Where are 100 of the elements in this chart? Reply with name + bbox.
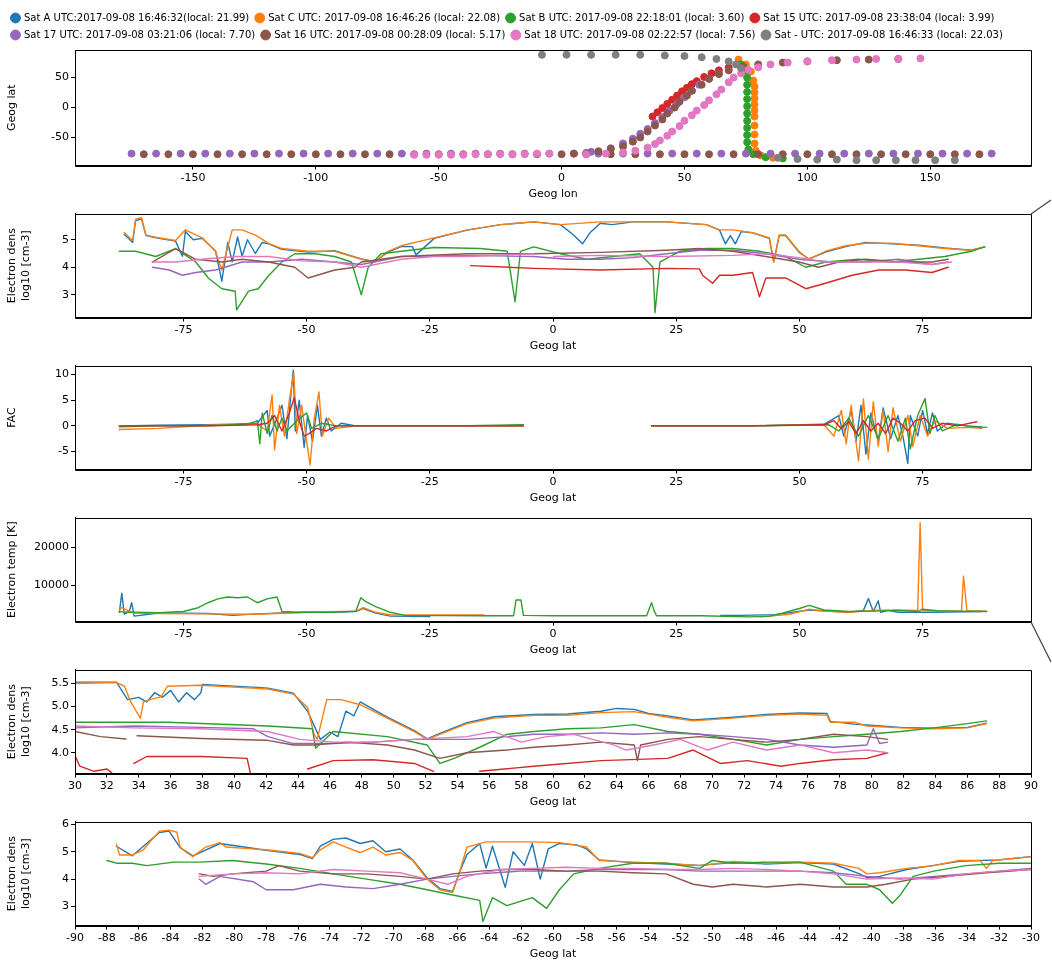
x-tick-label: 60 bbox=[546, 779, 560, 793]
legend-label: Sat A UTC:2017-09-08 16:46:32(local: 21.99) bbox=[24, 11, 250, 23]
legend-label: Sat B UTC: 2017-09-08 22:18:01 (local: 3.60) bbox=[519, 11, 745, 23]
x-tick-label: -80 bbox=[225, 931, 244, 945]
y-tick-label: 5 bbox=[62, 844, 69, 858]
x-tick-label: -30 bbox=[1022, 931, 1040, 945]
x-tick-label: -82 bbox=[193, 931, 212, 945]
x-tick-label: 32 bbox=[99, 779, 114, 793]
x-tick-label: 50 bbox=[792, 627, 807, 641]
x-tick-label: 0 bbox=[558, 171, 566, 185]
x-axis-title: Geog lon bbox=[528, 187, 578, 201]
legend-label: Sat 17 UTC: 2017-09-08 03:21:06 (local: 7.70) bbox=[24, 28, 256, 40]
x-tick-label: -40 bbox=[862, 931, 881, 945]
x-tick-label: 76 bbox=[800, 779, 815, 793]
y-tick-label: 10000 bbox=[34, 578, 69, 592]
legend-label: Sat 15 UTC: 2017-09-08 23:38:04 (local: 3.99) bbox=[763, 11, 995, 23]
x-tick-label: 80 bbox=[864, 779, 879, 793]
x-tick-label: 40 bbox=[227, 779, 242, 793]
x-tick-label: -75 bbox=[174, 475, 193, 489]
x-tick-label: -84 bbox=[161, 931, 180, 945]
x-tick-label: 0 bbox=[549, 323, 557, 337]
x-tick-label: 100 bbox=[796, 171, 818, 185]
y-tick-label: 5 bbox=[62, 232, 69, 246]
y-axis-title: Electron temp [K] bbox=[5, 521, 19, 618]
y-axis-title: Electron dens log10 [cm-3] bbox=[5, 227, 32, 304]
x-tick-label: -60 bbox=[544, 931, 562, 945]
x-tick-label: -44 bbox=[798, 931, 817, 945]
x-tick-label: -50 bbox=[297, 627, 316, 641]
x-tick-label: -36 bbox=[926, 931, 945, 945]
x-tick-label: 78 bbox=[832, 779, 847, 793]
x-tick-label: 54 bbox=[450, 779, 465, 793]
x-tick-label: 50 bbox=[792, 323, 807, 337]
y-tick-label: 4 bbox=[62, 260, 69, 274]
x-tick-label: 88 bbox=[992, 779, 1007, 793]
y-tick-label: 0 bbox=[62, 418, 69, 432]
x-tick-label: 50 bbox=[677, 171, 692, 185]
x-tick-label: -150 bbox=[180, 171, 206, 185]
x-tick-label: -56 bbox=[607, 931, 626, 945]
x-tick-label: 46 bbox=[322, 779, 337, 793]
x-tick-label: -75 bbox=[174, 323, 193, 337]
x-tick-label: -100 bbox=[303, 171, 329, 185]
y-tick-label: 20000 bbox=[34, 540, 69, 554]
x-tick-label: -58 bbox=[575, 931, 594, 945]
y-tick-label: 10 bbox=[55, 367, 69, 381]
x-tick-label: -52 bbox=[671, 931, 690, 945]
x-tick-label: -25 bbox=[420, 323, 439, 337]
x-tick-label: -25 bbox=[420, 627, 439, 641]
x-tick-label: -68 bbox=[416, 931, 435, 945]
x-tick-label: 36 bbox=[163, 779, 178, 793]
legend-label: Sat - UTC: 2017-09-08 16:46:33 (local: 22.03) bbox=[774, 28, 1003, 40]
y-tick-label: 4 bbox=[62, 871, 69, 885]
y-tick-label: 5.0 bbox=[51, 699, 69, 713]
x-tick-label: 72 bbox=[737, 779, 752, 793]
x-tick-label: 75 bbox=[915, 475, 930, 489]
x-tick-label: -50 bbox=[297, 323, 316, 337]
y-tick-label: 5 bbox=[62, 392, 69, 406]
x-tick-label: 62 bbox=[577, 779, 592, 793]
x-tick-label: -42 bbox=[830, 931, 849, 945]
x-tick-label: -48 bbox=[735, 931, 754, 945]
x-tick-label: 50 bbox=[386, 779, 401, 793]
y-tick-label: 4.5 bbox=[51, 722, 69, 736]
x-tick-label: 42 bbox=[259, 779, 274, 793]
x-tick-label: 30 bbox=[68, 779, 82, 793]
x-tick-label: -50 bbox=[429, 171, 448, 185]
y-tick-label: 6 bbox=[62, 817, 69, 831]
legend-label: Sat 18 UTC: 2017-09-08 02:22:57 (local: 7.56) bbox=[524, 28, 756, 40]
x-axis-title: Geog lat bbox=[529, 643, 577, 657]
y-tick-label: 4.0 bbox=[51, 745, 69, 759]
x-tick-label: 75 bbox=[915, 323, 930, 337]
x-tick-label: -62 bbox=[512, 931, 531, 945]
x-tick-label: -78 bbox=[257, 931, 276, 945]
x-tick-label: -54 bbox=[639, 931, 658, 945]
x-tick-label: -32 bbox=[990, 931, 1009, 945]
y-tick-label: 0 bbox=[62, 100, 69, 114]
y-tick-label: 50 bbox=[55, 70, 69, 84]
x-tick-label: 34 bbox=[131, 779, 146, 793]
x-tick-label: 150 bbox=[919, 171, 941, 185]
x-axis-title: Geog lat bbox=[529, 795, 577, 809]
x-tick-label: 82 bbox=[896, 779, 911, 793]
x-tick-label: -38 bbox=[894, 931, 913, 945]
y-axis-title: Geog lat bbox=[5, 83, 19, 132]
x-tick-label: -50 bbox=[703, 931, 722, 945]
x-tick-label: 84 bbox=[928, 779, 943, 793]
x-tick-label: -74 bbox=[320, 931, 339, 945]
x-tick-label: 0 bbox=[549, 475, 557, 489]
x-tick-label: -72 bbox=[352, 931, 371, 945]
x-tick-label: 25 bbox=[669, 323, 684, 337]
y-tick-label: 3 bbox=[62, 899, 69, 913]
y-tick-label: 3 bbox=[62, 287, 69, 301]
x-tick-label: -75 bbox=[174, 627, 193, 641]
x-tick-label: -50 bbox=[297, 475, 316, 489]
legend-label: Sat 16 UTC: 2017-09-08 00:28:09 (local: 5.17) bbox=[274, 28, 506, 40]
x-tick-label: 70 bbox=[705, 779, 720, 793]
x-tick-label: -66 bbox=[448, 931, 467, 945]
x-tick-label: 0 bbox=[549, 627, 557, 641]
x-tick-label: 58 bbox=[514, 779, 529, 793]
x-tick-label: -70 bbox=[384, 931, 403, 945]
y-tick-label: -5 bbox=[58, 444, 69, 458]
x-tick-label: 25 bbox=[669, 475, 684, 489]
x-tick-label: 48 bbox=[354, 779, 369, 793]
